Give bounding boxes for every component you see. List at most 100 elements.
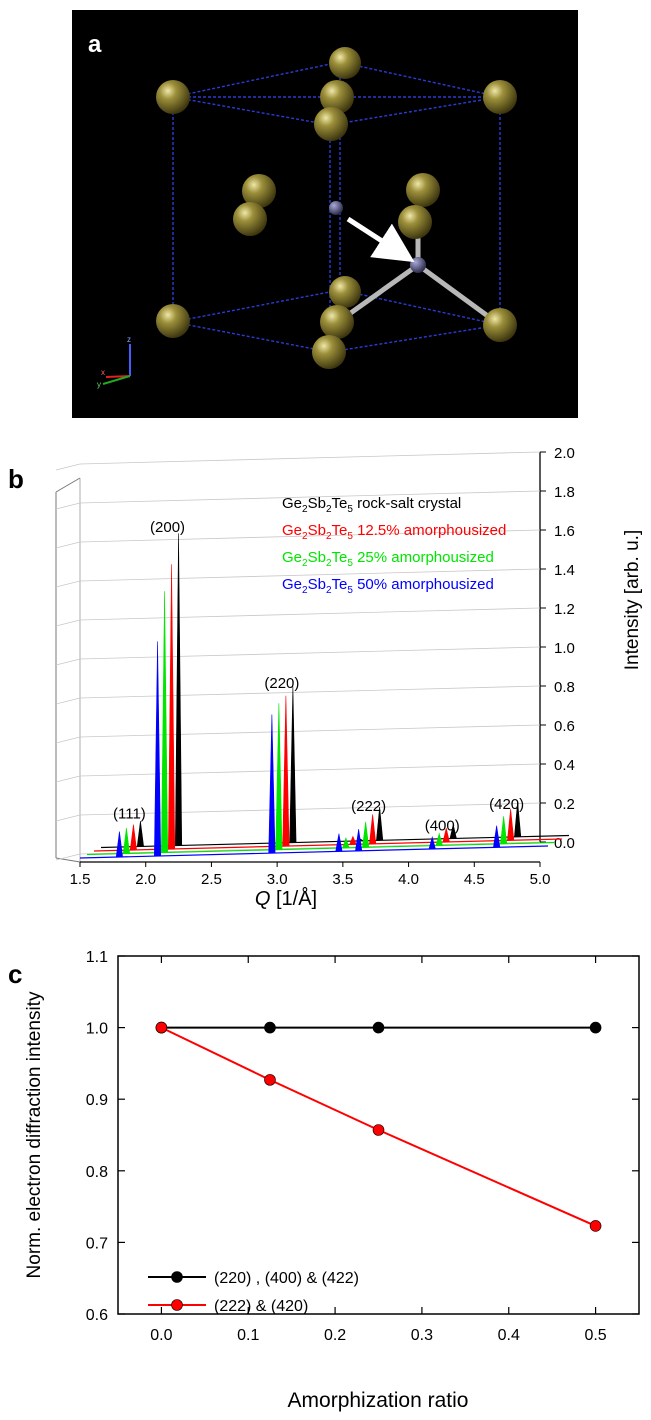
x-ticks: 1.5 2.0 2.5 3.0 3.5 4.0 4.5 5.0 (70, 862, 551, 888)
atom-sphere (242, 174, 276, 208)
y-tick-label: 1.2 (554, 601, 575, 618)
peak (442, 828, 450, 843)
element: Sb (308, 522, 326, 539)
peak (335, 833, 343, 852)
gridline-side (55, 853, 81, 861)
series (155, 1021, 602, 1232)
data-point (155, 1021, 168, 1034)
ge-atom-original-site (329, 201, 343, 215)
peak (507, 808, 515, 841)
element: Ge (282, 522, 302, 539)
y-tick-label: 1.6 (554, 523, 575, 540)
gridlines (55, 451, 541, 861)
y-tick-label: 0.2 (554, 796, 575, 813)
legend: (220) , (400) & (422) (222) & (420) (148, 1270, 359, 1315)
legend-suffix: 25% amorphousized (353, 549, 494, 566)
peak (129, 824, 137, 851)
gridline (79, 685, 541, 699)
panel-b-chart: b 1.5 2.0 2.5 3.0 3.5 4.0 4.5 5.0 0.00.20.40.60… (8, 445, 643, 910)
legend-entry: Ge2Sb2Te5 50% amorphousized (282, 576, 494, 596)
x-axis-label: Q [1/Å] (255, 887, 317, 910)
element: Sb (308, 549, 326, 566)
axis-y-label: y (97, 380, 101, 389)
peak-label: (420) (489, 796, 524, 813)
plot-frame-3d (55, 452, 541, 863)
x-tick-label: 3.5 (332, 871, 353, 888)
atom-sphere (320, 305, 354, 339)
peak (154, 641, 162, 857)
peak (376, 807, 384, 841)
subscript: 2 (326, 585, 332, 596)
x-axis-label: Amorphization ratio (288, 1389, 469, 1412)
subscript: 2 (302, 504, 308, 515)
data-point (372, 1021, 385, 1034)
x-tick-label: 0.4 (498, 1327, 520, 1344)
peak (362, 821, 370, 848)
gridline-side (55, 463, 81, 471)
gridline (79, 490, 541, 504)
gridline-side (55, 580, 81, 588)
atom-sphere (233, 202, 267, 236)
y-axis-label: Intensity [arb. u.] (622, 530, 643, 670)
y-ticks: 0.6 0.7 0.8 0.9 1.0 1.1 (86, 949, 639, 1324)
atom-sphere (483, 80, 517, 114)
x-tick-label: 2.5 (201, 871, 222, 888)
peak-label: (200) (150, 519, 185, 536)
y-tick-label: 0.4 (554, 757, 575, 774)
element: Ge (282, 549, 302, 566)
peak-label: (222) (351, 798, 386, 815)
legend-label: (220) , (400) & (422) (214, 1270, 359, 1287)
y-ticks: 0.0 0.2 0.4 0.6 0.8 1.0 1.2 1.4 1.6 1.8 2.0 (540, 445, 575, 852)
subscript: 2 (302, 585, 308, 596)
panel-a-structure: a (72, 10, 578, 418)
peak (493, 825, 501, 848)
subscript: 2 (326, 531, 332, 542)
unit-cell-edges (172, 61, 501, 353)
atom-sphere (406, 173, 440, 207)
gridline (79, 529, 541, 543)
peak-label: (400) (425, 817, 460, 834)
panel-a-label: a (88, 31, 102, 58)
plot-frame (117, 955, 640, 1315)
element: Sb (308, 576, 326, 593)
atom-sphere (156, 304, 190, 338)
legend-entry: Ge2Sb2Te5 rock-salt crystal (282, 495, 461, 515)
peak (136, 821, 144, 847)
axis-x-label: x (101, 368, 105, 377)
x-tick-label: 4.0 (398, 871, 419, 888)
y-tick-label: 0.6 (554, 718, 575, 735)
y-tick-label: 1.8 (554, 484, 575, 501)
element: Te (332, 549, 348, 566)
peak (268, 714, 276, 854)
gridline (79, 802, 541, 816)
peak-labels: (111) (200) (220) (222) (400) (420) (113, 519, 524, 834)
subscript: 5 (347, 585, 353, 596)
y-tick-label: 0.9 (86, 1092, 108, 1109)
element: Ge (282, 495, 302, 512)
legend-entry: Ge2Sb2Te5 12.5% amorphousized (282, 522, 506, 542)
gridline-side (55, 619, 81, 627)
atom-sphere (483, 308, 517, 342)
x-ticks: 0.0 0.1 0.2 0.3 0.4 0.5 (150, 956, 607, 1344)
x-tick-label: 0.1 (237, 1327, 259, 1344)
x-tick-label: 1.5 (70, 871, 91, 888)
data-point (589, 1220, 602, 1232)
x-tick-label: 5.0 (530, 871, 551, 888)
x-tick-label: 4.5 (464, 871, 485, 888)
peak (514, 801, 522, 837)
peak (275, 703, 283, 850)
gridline-side (55, 541, 81, 549)
data-point (589, 1021, 602, 1034)
peak (161, 591, 169, 853)
y-tick-label: 1.1 (86, 949, 108, 966)
te-sb-atoms (156, 47, 517, 369)
x-tick-label: 2.0 (135, 871, 156, 888)
subscript: 2 (302, 531, 308, 542)
atom-sphere (320, 80, 354, 114)
atom-sphere (314, 107, 348, 141)
y-tick-label: 0.0 (554, 835, 575, 852)
floor-edge (55, 857, 81, 863)
atom-sphere (398, 205, 432, 239)
x-tick-label: 0.3 (411, 1327, 433, 1344)
x-tick-label: 0.0 (150, 1327, 172, 1344)
